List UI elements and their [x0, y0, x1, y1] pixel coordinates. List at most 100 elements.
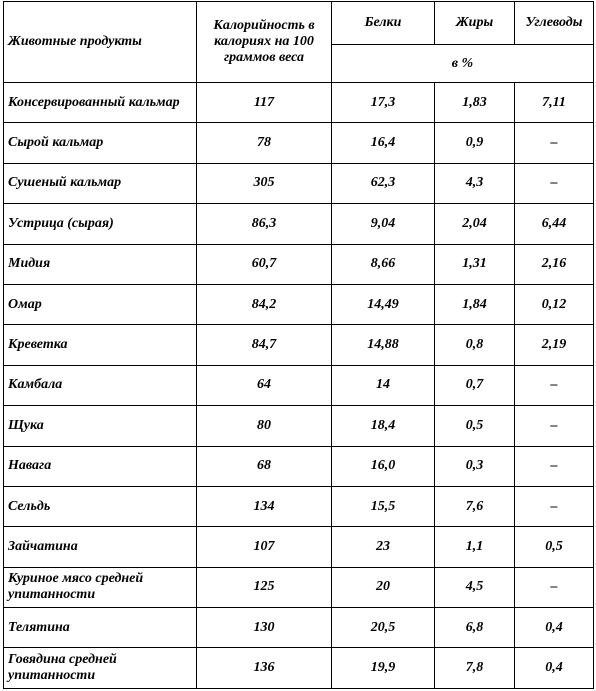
calories-cell: 78 — [196, 122, 332, 164]
protein-cell: 20 — [331, 566, 435, 609]
carbs-cell: – — [514, 445, 594, 487]
calories-cell: 107 — [196, 526, 332, 568]
product-name: Сырой кальмар — [3, 122, 197, 164]
table-row: Креветка 84,7 14,88 0,8 2,19 — [3, 324, 594, 366]
product-name: Сельдь — [3, 485, 197, 528]
table-row: Сушеный кальмар 305 62,3 4,3 – — [3, 162, 594, 205]
product-name: Щука — [3, 405, 197, 447]
fat-cell: 1,84 — [434, 283, 515, 326]
calories-cell: 130 — [196, 607, 332, 649]
fat-cell: 6,8 — [434, 607, 515, 649]
carbs-cell: – — [514, 405, 594, 447]
table-row: Мидия 60,7 8,66 1,31 2,16 — [3, 243, 594, 285]
carbs-cell: 0,5 — [514, 526, 594, 568]
protein-cell: 20,5 — [331, 607, 435, 649]
fat-cell: 0,3 — [434, 445, 515, 487]
fat-cell: 1,1 — [434, 526, 515, 568]
table-row: Омар 84,2 14,49 1,84 0,12 — [3, 283, 594, 326]
header-protein: Белки — [331, 1, 435, 45]
product-name: Мидия — [3, 243, 197, 285]
table-row: Сырой кальмар 78 16,4 0,9 – — [3, 122, 594, 164]
carbs-cell: – — [514, 485, 594, 528]
protein-cell: 18,4 — [331, 405, 435, 447]
protein-cell: 14,49 — [331, 283, 435, 326]
header-carbs: Углеводы — [514, 1, 594, 45]
protein-cell: 17,3 — [331, 81, 435, 124]
table-row: Камбала 64 14 0,7 – — [3, 364, 594, 407]
protein-cell: 15,5 — [331, 485, 435, 528]
header-product: Животные продукты — [3, 1, 197, 83]
product-name: Телятина — [3, 607, 197, 649]
protein-cell: 19,9 — [331, 647, 435, 689]
table-row: Сельдь 134 15,5 7,6 – — [3, 485, 594, 528]
product-name: Говядина средней упитанности — [3, 647, 197, 689]
header-subrow: в % — [4, 44, 594, 83]
calories-cell: 84,7 — [196, 324, 332, 366]
fat-cell: 0,5 — [434, 405, 515, 447]
protein-cell: 23 — [331, 526, 435, 568]
protein-cell: 16,0 — [331, 445, 435, 487]
product-name: Камбала — [3, 364, 197, 407]
table-body: Консервированный кальмар 117 17,3 1,83 7… — [3, 81, 594, 689]
protein-cell: 14 — [331, 364, 435, 407]
carbs-cell: – — [514, 162, 594, 205]
fat-cell: 7,6 — [434, 485, 515, 528]
fat-cell: 7,8 — [434, 647, 515, 689]
carbs-cell: – — [514, 364, 594, 407]
fat-cell: 4,5 — [434, 566, 515, 609]
table-row: Консервированный кальмар 117 17,3 1,83 7… — [3, 81, 594, 124]
calories-cell: 125 — [196, 566, 332, 609]
fat-cell: 1,83 — [434, 81, 515, 124]
carbs-cell: 2,16 — [514, 243, 594, 285]
header-calories: Калорийность в калориях на 100 граммов в… — [196, 1, 332, 83]
product-name: Навага — [3, 445, 197, 487]
calories-cell: 60,7 — [196, 243, 332, 285]
product-name: Консервированный кальмар — [3, 81, 197, 124]
calories-cell: 80 — [196, 405, 332, 447]
carbs-cell: 0,4 — [514, 607, 594, 649]
protein-cell: 62,3 — [331, 162, 435, 205]
header-percent: в % — [331, 44, 594, 83]
calories-cell: 84,2 — [196, 283, 332, 326]
calories-cell: 68 — [196, 445, 332, 487]
fat-cell: 1,31 — [434, 243, 515, 285]
carbs-cell: – — [514, 566, 594, 609]
calories-cell: 117 — [196, 81, 332, 124]
fat-cell: 4,3 — [434, 162, 515, 205]
protein-cell: 8,66 — [331, 243, 435, 285]
nutrition-table: Животные продукты Калорийность в калория… — [3, 1, 594, 689]
calories-cell: 136 — [196, 647, 332, 689]
calories-cell: 305 — [196, 162, 332, 205]
fat-cell: 0,7 — [434, 364, 515, 407]
carbs-cell: 7,11 — [514, 81, 594, 124]
carbs-cell: 0,4 — [514, 647, 594, 689]
protein-cell: 14,88 — [331, 324, 435, 366]
product-name: Сушеный кальмар — [3, 162, 197, 205]
product-name: Устрица (сырая) — [3, 203, 197, 245]
carbs-cell: – — [514, 122, 594, 164]
table-row: Навага 68 16,0 0,3 – — [3, 445, 594, 487]
product-name: Омар — [3, 283, 197, 326]
fat-cell: 0,9 — [434, 122, 515, 164]
table-row: Зайчатина 107 23 1,1 0,5 — [3, 526, 594, 568]
fat-cell: 0,8 — [434, 324, 515, 366]
fat-cell: 2,04 — [434, 203, 515, 245]
table-row: Устрица (сырая) 86,3 9,04 2,04 6,44 — [3, 203, 594, 245]
carbs-cell: 6,44 — [514, 203, 594, 245]
calories-cell: 86,3 — [196, 203, 332, 245]
protein-cell: 16,4 — [331, 122, 435, 164]
header-fat: Жиры — [434, 1, 515, 45]
carbs-cell: 0,12 — [514, 283, 594, 326]
product-name: Креветка — [3, 324, 197, 366]
calories-cell: 64 — [196, 364, 332, 407]
table-row: Телятина 130 20,5 6,8 0,4 — [3, 607, 594, 649]
calories-cell: 134 — [196, 485, 332, 528]
table-row: Куриное мясо средней упитанности 125 20 … — [3, 566, 594, 609]
table-row: Щука 80 18,4 0,5 – — [3, 405, 594, 447]
protein-cell: 9,04 — [331, 203, 435, 245]
product-name: Куриное мясо средней упитанности — [3, 566, 197, 609]
product-name: Зайчатина — [3, 526, 197, 568]
header-row: Животные продукты Калорийность в калория… — [3, 1, 594, 83]
carbs-cell: 2,19 — [514, 324, 594, 366]
table-row: Говядина средней упитанности 136 19,9 7,… — [3, 647, 594, 689]
